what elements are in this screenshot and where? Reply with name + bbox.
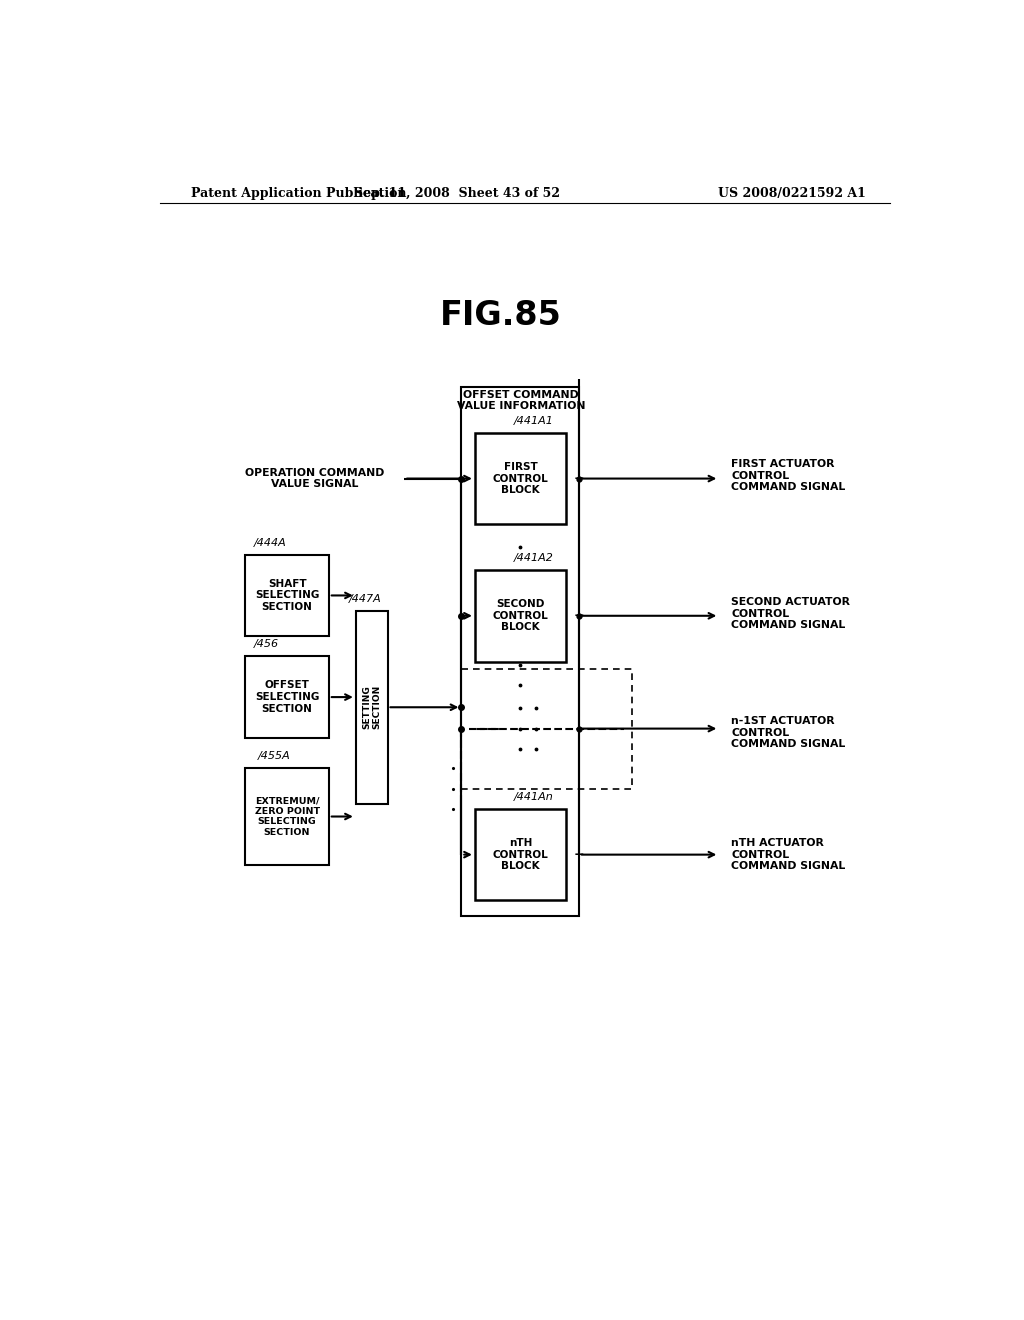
Bar xyxy=(355,611,387,804)
Text: /455A: /455A xyxy=(258,751,291,762)
Bar xyxy=(461,669,632,788)
Text: OPERATION COMMAND
VALUE SIGNAL: OPERATION COMMAND VALUE SIGNAL xyxy=(245,467,384,490)
Text: /444A: /444A xyxy=(254,537,287,548)
Text: SHAFT
SELECTING
SECTION: SHAFT SELECTING SECTION xyxy=(255,579,319,612)
Text: OFFSET COMMAND
VALUE INFORMATION: OFFSET COMMAND VALUE INFORMATION xyxy=(457,389,585,411)
Bar xyxy=(475,809,566,900)
Bar xyxy=(246,768,329,865)
Bar xyxy=(475,570,566,661)
Text: /456: /456 xyxy=(254,639,279,649)
Bar xyxy=(246,656,329,738)
Text: FIRST
CONTROL
BLOCK: FIRST CONTROL BLOCK xyxy=(493,462,548,495)
Text: /441A2: /441A2 xyxy=(514,553,554,562)
Text: +: + xyxy=(573,610,584,622)
Text: US 2008/0221592 A1: US 2008/0221592 A1 xyxy=(718,187,866,201)
Text: Patent Application Publication: Patent Application Publication xyxy=(191,187,407,201)
Text: SECOND ACTUATOR
CONTROL
COMMAND SIGNAL: SECOND ACTUATOR CONTROL COMMAND SIGNAL xyxy=(731,597,850,631)
Bar xyxy=(246,554,329,636)
Text: nTH ACTUATOR
CONTROL
COMMAND SIGNAL: nTH ACTUATOR CONTROL COMMAND SIGNAL xyxy=(731,838,846,871)
Text: nTH
CONTROL
BLOCK: nTH CONTROL BLOCK xyxy=(493,838,548,871)
Bar xyxy=(461,387,579,916)
Text: n-1ST ACTUATOR
CONTROL
COMMAND SIGNAL: n-1ST ACTUATOR CONTROL COMMAND SIGNAL xyxy=(731,715,846,750)
Bar xyxy=(475,433,566,524)
Text: /447A: /447A xyxy=(349,594,382,603)
Text: /441A1: /441A1 xyxy=(514,416,554,426)
Text: OFFSET
SELECTING
SECTION: OFFSET SELECTING SECTION xyxy=(255,681,319,714)
Text: +: + xyxy=(573,849,584,861)
Text: /441An: /441An xyxy=(514,792,554,801)
Text: Sep. 11, 2008  Sheet 43 of 52: Sep. 11, 2008 Sheet 43 of 52 xyxy=(354,187,560,201)
Text: FIG.85: FIG.85 xyxy=(440,300,562,333)
Text: SETTING
SECTION: SETTING SECTION xyxy=(361,685,381,730)
Text: EXTREMUM/
ZERO POINT
SELECTING
SECTION: EXTREMUM/ ZERO POINT SELECTING SECTION xyxy=(255,796,319,837)
Text: +: + xyxy=(573,473,584,484)
Text: FIRST ACTUATOR
CONTROL
COMMAND SIGNAL: FIRST ACTUATOR CONTROL COMMAND SIGNAL xyxy=(731,459,846,492)
Text: SECOND
CONTROL
BLOCK: SECOND CONTROL BLOCK xyxy=(493,599,548,632)
